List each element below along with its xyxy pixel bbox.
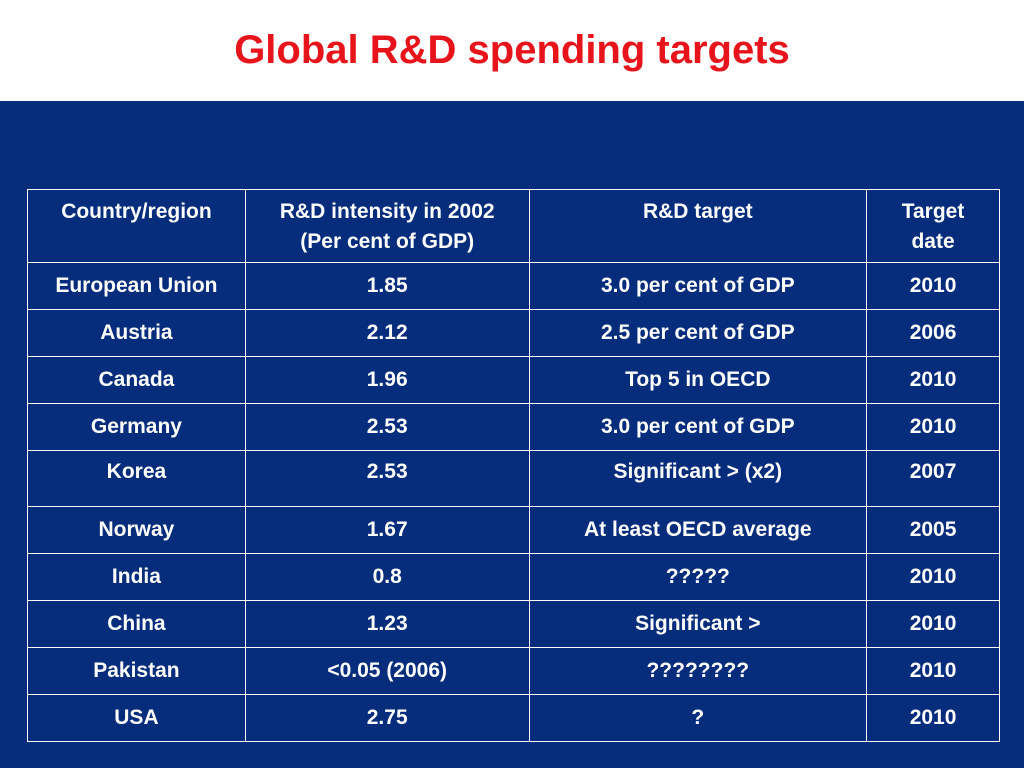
- cell-date: 2010: [866, 553, 1000, 601]
- cell-country: European Union: [27, 262, 246, 310]
- cell-target: ????????: [528, 647, 868, 695]
- cell-country: USA: [27, 694, 246, 742]
- title-band: Global R&D spending targets: [0, 0, 1024, 101]
- table-row: USA 2.75 ? 2010: [27, 694, 1000, 742]
- cell-intensity: 2.53: [244, 450, 530, 507]
- cell-country: Canada: [27, 356, 246, 404]
- cell-target: Significant >: [528, 600, 868, 648]
- table-row: India 0.8 ????? 2010: [27, 553, 1000, 601]
- table-row: European Union 1.85 3.0 per cent of GDP …: [27, 262, 1000, 310]
- cell-target: ?: [528, 694, 868, 742]
- cell-target: At least OECD average: [528, 506, 868, 554]
- cell-target: 2.5 per cent of GDP: [528, 309, 868, 357]
- table-row: Canada 1.96 Top 5 in OECD 2010: [27, 356, 1000, 404]
- table-row: Pakistan <0.05 (2006) ???????? 2010: [27, 647, 1000, 695]
- cell-intensity: 1.85: [244, 262, 530, 310]
- cell-date: 2010: [866, 600, 1000, 648]
- header-date: Target date: [866, 189, 1000, 263]
- cell-date: 2007: [866, 450, 1000, 507]
- cell-country: India: [27, 553, 246, 601]
- cell-date: 2005: [866, 506, 1000, 554]
- cell-intensity: 1.96: [244, 356, 530, 404]
- table-row: Germany 2.53 3.0 per cent of GDP 2010: [27, 403, 1000, 451]
- cell-target: ?????: [528, 553, 868, 601]
- header-intensity: R&D intensity in 2002 (Per cent of GDP): [244, 189, 530, 263]
- cell-country: China: [27, 600, 246, 648]
- cell-date: 2010: [866, 356, 1000, 404]
- cell-country: Pakistan: [27, 647, 246, 695]
- cell-target: Significant > (x2): [528, 450, 868, 507]
- table-row: Austria 2.12 2.5 per cent of GDP 2006: [27, 309, 1000, 357]
- cell-country: Germany: [27, 403, 246, 451]
- header-target: R&D target: [528, 189, 868, 263]
- cell-intensity: 2.12: [244, 309, 530, 357]
- cell-intensity: 0.8: [244, 553, 530, 601]
- cell-target: 3.0 per cent of GDP: [528, 403, 868, 451]
- table-row: Korea 2.53 Significant > (x2) 2007: [27, 450, 1000, 507]
- cell-intensity: 2.75: [244, 694, 530, 742]
- cell-country: Austria: [27, 309, 246, 357]
- cell-date: 2010: [866, 694, 1000, 742]
- cell-date: 2006: [866, 309, 1000, 357]
- table-row: Norway 1.67 At least OECD average 2005: [27, 506, 1000, 554]
- slide-title: Global R&D spending targets: [234, 28, 790, 72]
- cell-date: 2010: [866, 647, 1000, 695]
- cell-date: 2010: [866, 262, 1000, 310]
- cell-intensity: 2.53: [244, 403, 530, 451]
- cell-target: 3.0 per cent of GDP: [528, 262, 868, 310]
- table-header-row: Country/region R&D intensity in 2002 (Per…: [27, 189, 1000, 263]
- cell-target: Top 5 in OECD: [528, 356, 868, 404]
- cell-intensity: 1.23: [244, 600, 530, 648]
- cell-intensity: 1.67: [244, 506, 530, 554]
- header-country: Country/region: [27, 189, 246, 263]
- cell-country: Norway: [27, 506, 246, 554]
- rd-targets-table: Country/region R&D intensity in 2002 (Per…: [27, 189, 1000, 742]
- cell-date: 2010: [866, 403, 1000, 451]
- cell-intensity: <0.05 (2006): [244, 647, 530, 695]
- table-row: China 1.23 Significant > 2010: [27, 600, 1000, 648]
- cell-country: Korea: [27, 450, 246, 507]
